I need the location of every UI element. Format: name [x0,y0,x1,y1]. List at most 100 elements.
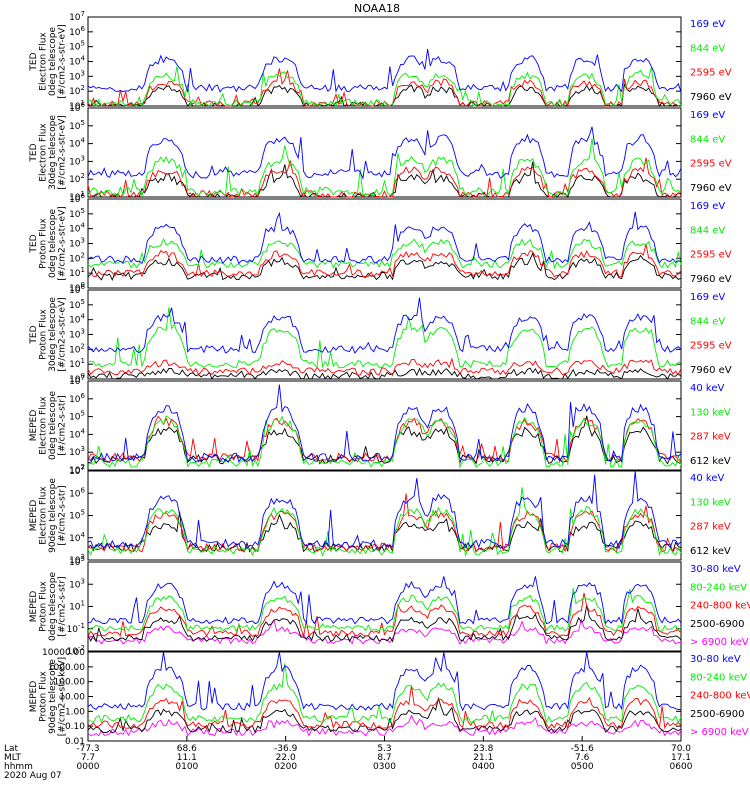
series-line [87,307,682,369]
legend-entry: 30-80 keV [690,564,741,575]
y-tick-label: 103 [69,328,85,341]
series-line [87,126,682,180]
y-tick-label: 10000.00 [42,648,85,658]
y-tick-label: 105 [69,509,85,522]
legend-entry: 7960 eV [690,274,732,285]
panel-frame [87,561,682,652]
y-axis-label: MEPEDProton Flux0deg telescope[#/cm2-s-s… [29,572,68,642]
x-row-label: hhmm [4,762,33,772]
legend-entry: 130 keV [690,497,731,508]
x-tick-hhmm: 0600 [670,762,693,772]
y-tick-exponent: 3 [81,237,85,245]
y-tick-exponent: 5 [81,509,85,517]
y-tick-label: 105 [69,410,85,423]
series-line [87,211,682,265]
y-axis-label-line: 90deg telescope [48,659,58,734]
y-tick-exponent: 5 [81,207,85,215]
legend-entry: 169 eV [690,292,725,303]
y-tick-exponent: 6 [81,283,86,291]
y-tick-exponent: 2 [81,342,85,350]
legend-entry: 2500-6900 [690,709,745,720]
series-line [87,384,682,464]
y-tick-exponent: 2 [81,463,85,471]
y-tick-exponent: 5 [81,555,85,563]
legend-entry: 2595 eV [690,250,732,261]
y-tick-exponent: -1 [78,622,85,630]
series-line [87,157,682,199]
y-tick-label: 104 [69,313,85,326]
y-tick-exponent: 0 [81,372,85,380]
series-line [87,415,682,469]
legend-entry: 287 keV [690,432,731,443]
x-tick-mlt: 22.0 [276,753,296,763]
y-tick-label: 107 [69,10,85,23]
y-axis-label-line: 0deg telescope [48,572,58,642]
y-axis-label-line: Proton Flux [39,309,49,360]
y-axis-label-line: [#/cm2-s-str-keV] [58,657,68,736]
series-line [87,470,682,550]
series-line [87,592,682,639]
series-line [87,297,682,354]
y-tick-exponent: 4 [81,313,86,321]
series-line [87,588,682,633]
y-tick-label: 106 [69,25,85,38]
y-axis-label-line: 30deg telescope [48,115,58,190]
legend-entry: 40 keV [690,473,724,484]
y-tick-exponent: 0 [81,281,85,289]
x-tick-hhmm: 0400 [472,762,495,772]
y-tick-exponent: 2 [81,84,85,92]
y-axis-label: TEDProton Flux0deg telescope[#/cm2-s-str… [29,206,68,281]
legend-entry: > 6900 keV [690,637,749,648]
y-tick-exponent: 1 [81,99,85,107]
y-tick-exponent: 3 [81,445,85,453]
x-tick-hhmm: 0100 [175,762,198,772]
legend-entry: 2595 eV [690,159,732,170]
y-axis-label-line: MEPED [29,500,39,532]
y-tick-exponent: 7 [81,464,85,472]
date-label: 2020 Aug 07 [4,771,62,781]
legend-entry: 30-80 keV [690,654,741,665]
y-axis-label-line: [#/cm2-s-str-eV] [58,206,68,281]
x-tick-mlt: 8.7 [377,753,391,763]
legend-entry: 240-800 keV [690,601,750,612]
x-tick-lat: 68.6 [177,744,197,754]
series-line [87,237,682,270]
legend-entry: 80-240 keV [690,582,747,593]
y-tick-exponent: 3 [81,553,85,561]
series-line [87,415,682,464]
legend-entry: 169 eV [690,110,725,121]
y-axis-label-line: Electron Flux [39,123,49,182]
y-tick-label: 105 [69,298,85,311]
y-tick-exponent: 1 [81,266,85,274]
legend-entry: 287 keV [690,522,731,533]
y-tick-exponent: 4 [81,427,86,435]
y-axis-label: TEDElectron Flux30deg telescope[#/cm2-s-… [29,115,68,190]
series-line [87,605,682,643]
x-tick-lat: 23.8 [473,744,493,754]
y-tick-exponent: 4 [81,531,86,539]
y-tick-label: 103 [69,154,85,167]
y-axis-label-line: TED [29,234,39,253]
x-tick-lat: 70.0 [671,744,691,754]
legend-entry: 844 eV [690,43,725,54]
y-tick-exponent: 5 [81,40,85,48]
y-axis-label-line: [#/cm2-s-str] [58,485,68,545]
legend-entry: 80-240 keV [690,672,747,683]
legend-entry: 612 keV [690,546,731,557]
y-tick-label: 103 [69,577,85,590]
series-line [87,511,682,554]
x-tick-lat: 5.3 [377,744,391,754]
y-axis-label-line: [#/cm2-s-str] [58,395,68,455]
y-tick-label: 102 [69,251,85,264]
y-axis-label-line: 0deg telescope [48,209,58,279]
y-tick-exponent: 6 [81,392,86,400]
y-tick-label: 105 [69,40,85,53]
y-axis-label-line: 90deg telescope [48,478,58,553]
y-tick-label: 101 [69,266,85,279]
x-tick-hhmm: 0500 [571,762,594,772]
legend-entry: 2595 eV [690,341,732,352]
